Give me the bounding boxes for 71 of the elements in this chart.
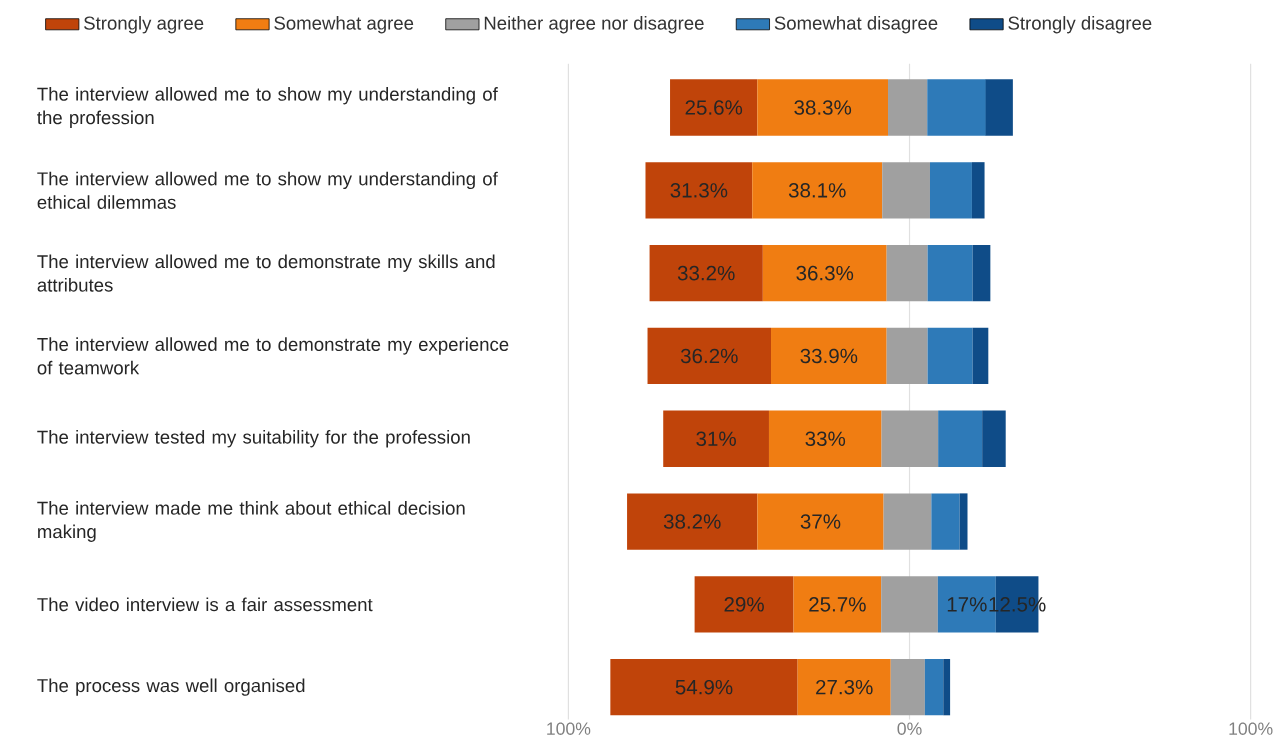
legend-label: Somewhat disagree [774,16,938,34]
bar [694,576,794,633]
bar [931,493,960,550]
bar [886,245,928,302]
y-tick-label: The interview allowed me to show my understanding of ethical dilemmas [37,171,498,209]
bar [927,327,973,385]
y-tick-label: The video interview is a fair assessment [37,597,373,612]
bar [768,410,882,467]
y-tick-label: The interview allowed me to demonstrate my experience of teamwork [37,337,509,375]
bar [890,659,925,716]
bar [649,245,763,302]
bar [883,493,932,550]
data-label: 31% [696,431,736,447]
bar [972,245,991,302]
bar [972,327,989,385]
bar [882,162,930,219]
data-label: 25.7% [809,597,866,612]
data-label: 27.3% [816,679,873,695]
bar [959,493,968,550]
bar [888,79,928,136]
data-label: 38.1% [788,183,846,198]
bar [771,327,887,385]
bar [752,162,883,219]
data-label: 37% [800,514,841,529]
data-label: 17% [947,597,987,612]
data-label: 38.2% [663,514,721,529]
legend-label: Somewhat agree [274,16,414,34]
data-label: 54.9% [675,679,733,695]
bar [670,79,758,136]
x-tick-label: 0% [897,722,922,735]
legend-label: Neither agree nor disagree [484,16,704,34]
bar [757,493,884,550]
bar [610,659,798,716]
bar [762,245,887,302]
bar [927,79,986,136]
y-tick-label: The interview made me think about ethical decision making [37,501,465,543]
bar [793,576,882,633]
data-label: 33.9% [800,348,858,364]
bar [797,659,891,716]
bar [982,410,1006,467]
y-tick-label: The interview tested my suitability for the profession [37,430,470,448]
bar [971,162,985,219]
bar [757,79,889,136]
data-label: 36.3% [796,265,854,281]
data-label: 33% [805,431,846,447]
legend-label: Strongly disagree [1008,16,1152,34]
bar [647,327,772,385]
bar [927,245,973,302]
x-tick-label: 100% [1229,722,1273,735]
bar [881,576,938,633]
y-tick-label: The interview allowed me to demonstrate my skills and attributes [37,254,495,292]
bar [929,162,972,219]
bar [627,493,758,550]
bar [943,659,951,716]
data-label: 36.2% [680,348,738,364]
bar [881,410,939,467]
data-label: 33.2% [677,265,735,281]
y-tick-label: The process was well organised [37,678,305,696]
bar [924,659,944,716]
bar [886,327,928,385]
bar [645,162,753,219]
bar [663,410,769,467]
bar [985,79,1013,136]
data-label: 38.3% [794,100,852,115]
data-label: 29% [724,597,764,612]
bar [938,410,983,467]
data-label: 25.6% [685,100,743,115]
x-tick-label: 100% [547,722,591,735]
data-label: 31.3% [670,183,728,198]
y-tick-label: The interview allowed me to show my understanding of the profession [37,87,498,129]
legend-label: Strongly agree [84,16,204,34]
